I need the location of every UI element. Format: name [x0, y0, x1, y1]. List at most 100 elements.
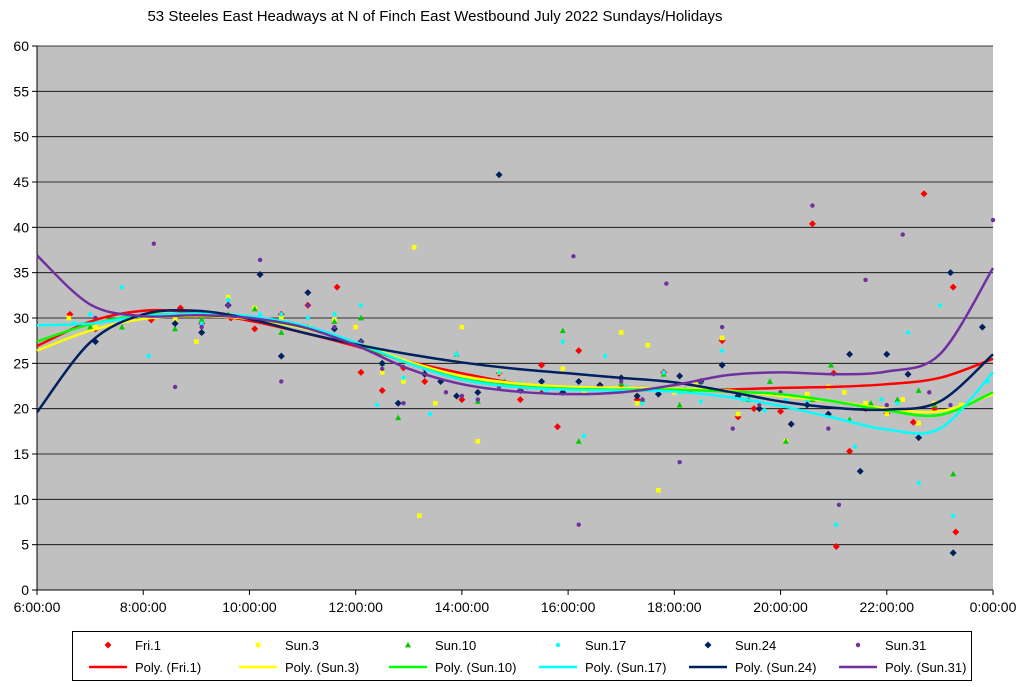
data-point [401, 379, 406, 384]
data-point [332, 312, 337, 317]
legend-label: Fri.1 [135, 637, 161, 653]
data-point [810, 203, 815, 208]
data-point [475, 439, 481, 444]
data-point [645, 342, 651, 348]
y-tick-label: 45 [13, 174, 29, 190]
data-point [331, 318, 338, 325]
data-point [559, 327, 566, 334]
data-point [719, 324, 725, 330]
data-point [198, 329, 206, 337]
data-point [787, 420, 795, 428]
data-point [427, 411, 433, 417]
data-point [782, 438, 789, 444]
data-point [904, 370, 912, 378]
y-tick-label: 25 [13, 355, 29, 371]
legend-swatch [687, 661, 729, 673]
data-point [199, 321, 204, 326]
legend-item-trend-2: Poly. (Sun.10) [387, 657, 516, 677]
data-point [194, 339, 199, 344]
data-point [459, 393, 465, 399]
data-point [516, 396, 524, 404]
legend-label: Sun.24 [735, 637, 777, 653]
x-axis: 6:00:00 8:00:00 10:00:00 12:00:00 14:00:00 16… [14, 589, 1017, 615]
data-point [401, 401, 406, 406]
data-point [496, 370, 502, 375]
data-point [278, 329, 285, 335]
data-point [920, 190, 928, 198]
data-point [66, 315, 72, 321]
data-point [225, 294, 231, 300]
data-point [357, 314, 364, 321]
data-point [883, 350, 891, 358]
data-point [443, 390, 449, 395]
data-point [93, 324, 98, 330]
data-point [836, 502, 842, 507]
data-point [257, 257, 263, 263]
data-point [256, 270, 264, 278]
data-point [750, 405, 758, 413]
x-tick-label: 14:00:00 [435, 599, 490, 615]
data-point [172, 325, 179, 332]
data-point [950, 470, 957, 477]
data-point [575, 347, 583, 355]
data-point [226, 303, 231, 308]
legend-item-trend-4: Poly. (Sun.24) [687, 657, 816, 677]
data-point [978, 323, 986, 331]
data-point [676, 372, 684, 380]
data-point [119, 284, 125, 290]
data-point [378, 387, 386, 395]
legend-item-sun-10: Sun.10 [387, 635, 476, 655]
data-point [394, 399, 402, 407]
data-point [538, 361, 546, 369]
legend-label: Poly. (Sun.17) [585, 659, 667, 675]
data-point [618, 330, 624, 335]
legend-swatch [237, 661, 279, 673]
data-point [279, 315, 284, 321]
legend-label: Sun.31 [885, 637, 927, 653]
data-point [718, 361, 726, 369]
data-point [459, 324, 465, 330]
legend-swatch [237, 639, 279, 651]
data-point [927, 390, 932, 395]
data-point [575, 377, 583, 385]
data-point [884, 402, 889, 408]
data-point [87, 312, 93, 317]
data-point [171, 319, 179, 327]
data-point [846, 447, 854, 455]
data-point [640, 401, 645, 406]
data-point [915, 387, 922, 393]
data-point [867, 400, 874, 406]
data-point [333, 283, 341, 291]
data-point [879, 397, 884, 402]
data-point [251, 305, 258, 312]
legend-item-sun-24: Sun.24 [687, 635, 776, 655]
data-point [357, 368, 365, 376]
data-point [279, 379, 284, 384]
y-tick-label: 60 [13, 38, 29, 54]
y-tick-label: 30 [13, 310, 29, 326]
data-point [777, 407, 785, 415]
trendline-poly-sun-24 [36, 308, 994, 414]
data-point [304, 289, 312, 297]
series-sun-31 [93, 203, 996, 527]
data-point [905, 330, 911, 335]
data-point [783, 397, 789, 402]
data-point [358, 303, 364, 308]
data-point [538, 377, 546, 385]
legend-marker [555, 642, 561, 648]
chart-svg: 0 5 10 15 20 25 30 35 40 45 50 55 60 6:00:00 8:00:00 1… [13, 38, 1017, 615]
y-tick-label: 35 [13, 265, 29, 281]
data-point [719, 335, 725, 341]
legend-swatch [387, 661, 429, 673]
legend-swatch [87, 661, 129, 673]
x-tick-label: 20:00:00 [753, 599, 808, 615]
data-point [553, 423, 561, 431]
legend-item-trend-0: Poly. (Fri.1) [87, 657, 201, 677]
y-tick-label: 20 [13, 401, 29, 417]
legend-label: Sun.3 [285, 637, 319, 653]
data-point [654, 390, 662, 398]
data-point [581, 433, 587, 439]
data-point [453, 392, 461, 400]
legend-swatch [537, 639, 579, 651]
data-point [118, 323, 125, 330]
